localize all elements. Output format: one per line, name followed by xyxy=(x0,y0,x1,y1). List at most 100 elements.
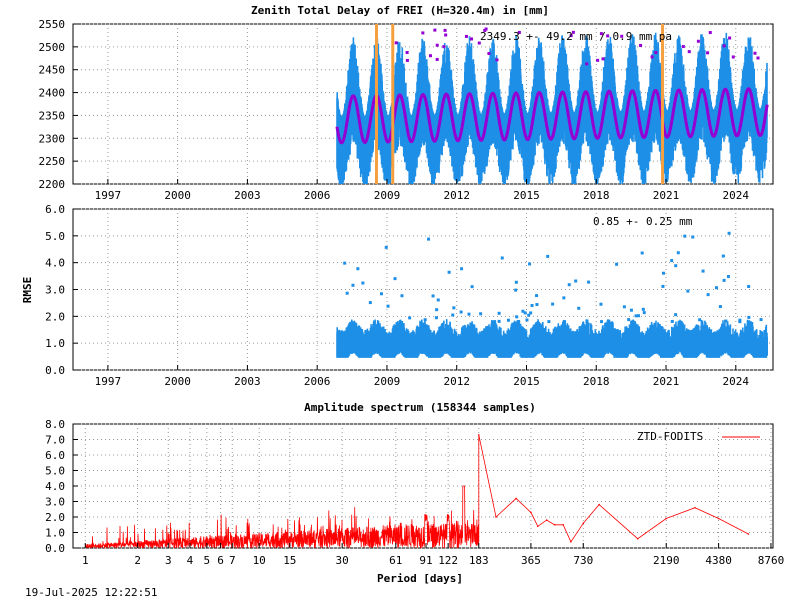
ztd-data-points xyxy=(335,24,769,184)
rmse-outlier-point xyxy=(567,283,571,287)
spectrum-point xyxy=(598,503,600,506)
ztd-outlier-point xyxy=(394,41,398,45)
x-tick-label: 7 xyxy=(229,554,236,567)
ztd-outlier-point xyxy=(654,51,658,55)
x-tick-label: 2003 xyxy=(234,375,261,388)
spectrum-point xyxy=(636,537,639,540)
x-tick-label: 2012 xyxy=(443,189,470,202)
ztd-outlier-point xyxy=(601,57,605,61)
rmse-outlier-point xyxy=(535,294,539,298)
y-tick-label: 4.0 xyxy=(45,480,65,493)
ztd-title: Zenith Total Delay of FREI (H=320.4m) in… xyxy=(251,4,549,17)
spectrum-point xyxy=(717,517,720,520)
rmse-outlier-point xyxy=(706,293,710,297)
rmse-outlier-point xyxy=(683,234,687,238)
spectrum-point xyxy=(694,506,696,509)
ztd-grid xyxy=(73,23,773,185)
y-tick-label: 2200 xyxy=(39,178,66,191)
ztd-outlier-point xyxy=(753,51,757,55)
x-tick-label: 2024 xyxy=(723,375,750,388)
rmse-outlier-point xyxy=(637,314,641,318)
rmse-x-ticks: 1997 2000 2003 2006 2009 2012 2015 2018 2021 2024 xyxy=(95,365,750,388)
ztd-outlier-point xyxy=(517,30,521,34)
x-tick-label: 4380 xyxy=(705,554,732,567)
x-tick-label: 2009 xyxy=(374,375,401,388)
ztd-outlier-point xyxy=(405,58,409,62)
ztd-outlier-point xyxy=(483,28,487,32)
rmse-outlier-point xyxy=(479,312,483,316)
y-tick-label: 2.0 xyxy=(45,511,65,524)
rmse-outlier-point xyxy=(530,304,534,308)
rmse-outlier-point xyxy=(585,319,589,323)
spectrum-point xyxy=(562,524,564,526)
y-tick-label: 8.0 xyxy=(45,418,65,431)
x-tick-label: 8760 xyxy=(758,554,785,567)
rmse-outlier-point xyxy=(726,275,730,279)
y-tick-label: 5.0 xyxy=(45,230,65,243)
rmse-outlier-point xyxy=(460,267,464,271)
rmse-outlier-point xyxy=(641,307,645,311)
rmse-outlier-point xyxy=(384,245,388,249)
y-tick-label: 1.0 xyxy=(45,337,65,350)
rmse-outlier-point xyxy=(759,318,763,322)
ztd-x-ticks: 1997 2000 2003 2006 2009 2012 2015 2018 2021 2024 xyxy=(95,179,750,202)
x-tick-label: 10 xyxy=(253,554,266,567)
rmse-outlier-point xyxy=(356,267,360,271)
rmse-outlier-point xyxy=(722,278,726,282)
rmse-outlier-point xyxy=(615,262,619,266)
x-tick-label: 2000 xyxy=(164,375,191,388)
spectrum-x-axis-label: Period [days] xyxy=(377,572,463,585)
ztd-outlier-point xyxy=(464,34,468,38)
rmse-outlier-point xyxy=(393,277,397,281)
x-tick-label: 2024 xyxy=(723,189,750,202)
y-tick-label: 5.0 xyxy=(45,465,65,478)
ztd-outlier-point xyxy=(756,56,760,60)
rmse-outlier-point xyxy=(577,306,581,310)
x-tick-label: 5 xyxy=(204,554,211,567)
ztd-outlier-point xyxy=(606,34,610,38)
ztd-outlier-point xyxy=(487,51,491,55)
x-tick-label: 1997 xyxy=(95,375,122,388)
rmse-outlier-point xyxy=(676,251,680,255)
spectrum-y-ticks: 0.0 1.0 2.0 3.0 4.0 5.0 6.0 7.0 8.0 xyxy=(45,418,78,555)
y-tick-label: 2450 xyxy=(39,64,66,77)
x-tick-label: 2021 xyxy=(653,375,680,388)
rmse-outlier-point xyxy=(497,319,501,323)
rmse-outlier-point xyxy=(640,251,644,255)
x-tick-label: 2018 xyxy=(583,189,610,202)
rmse-outlier-point xyxy=(368,301,372,305)
ztd-outlier-point xyxy=(435,57,439,61)
spectrum-line xyxy=(84,434,750,550)
x-tick-label: 2012 xyxy=(443,375,470,388)
ztd-plot-frame xyxy=(72,23,774,185)
x-tick-label: 2003 xyxy=(234,189,261,202)
rmse-outlier-point xyxy=(547,320,551,324)
x-tick-label: 3 xyxy=(165,554,172,567)
x-tick-label: 4 xyxy=(187,554,194,567)
x-tick-label: 365 xyxy=(521,554,541,567)
rmse-outlier-point xyxy=(345,291,349,295)
y-tick-label: 2.0 xyxy=(45,310,65,323)
ztd-stats-annotation: 2349.3 +- 49.2 mm / 0.9 mm pa xyxy=(480,30,672,43)
rmse-outlier-point xyxy=(497,311,501,315)
spectrum-point xyxy=(545,519,548,521)
ztd-outlier-point xyxy=(470,37,474,41)
rmse-outlier-point xyxy=(434,316,438,320)
spectrum-point xyxy=(570,541,572,543)
x-tick-label: 2018 xyxy=(583,375,610,388)
x-tick-label: 15 xyxy=(283,554,296,567)
rmse-outlier-point xyxy=(447,270,451,274)
y-tick-label: 2550 xyxy=(39,18,66,31)
spectrum-point xyxy=(537,525,539,528)
rmse-outlier-point xyxy=(727,231,731,235)
rmse-outlier-point xyxy=(343,261,347,265)
ztd-outlier-point xyxy=(433,28,437,32)
rmse-outlier-point xyxy=(701,269,705,273)
rmse-outlier-point xyxy=(715,286,719,290)
rmse-outlier-point xyxy=(562,296,566,300)
spectrum-panel: Amplitude spectrum (158344 samples) 0.0 1… xyxy=(45,401,784,585)
rmse-outlier-point xyxy=(523,311,527,315)
x-tick-label: 2190 xyxy=(653,554,680,567)
rmse-outlier-point xyxy=(698,318,702,322)
rmse-outlier-point xyxy=(629,308,633,312)
